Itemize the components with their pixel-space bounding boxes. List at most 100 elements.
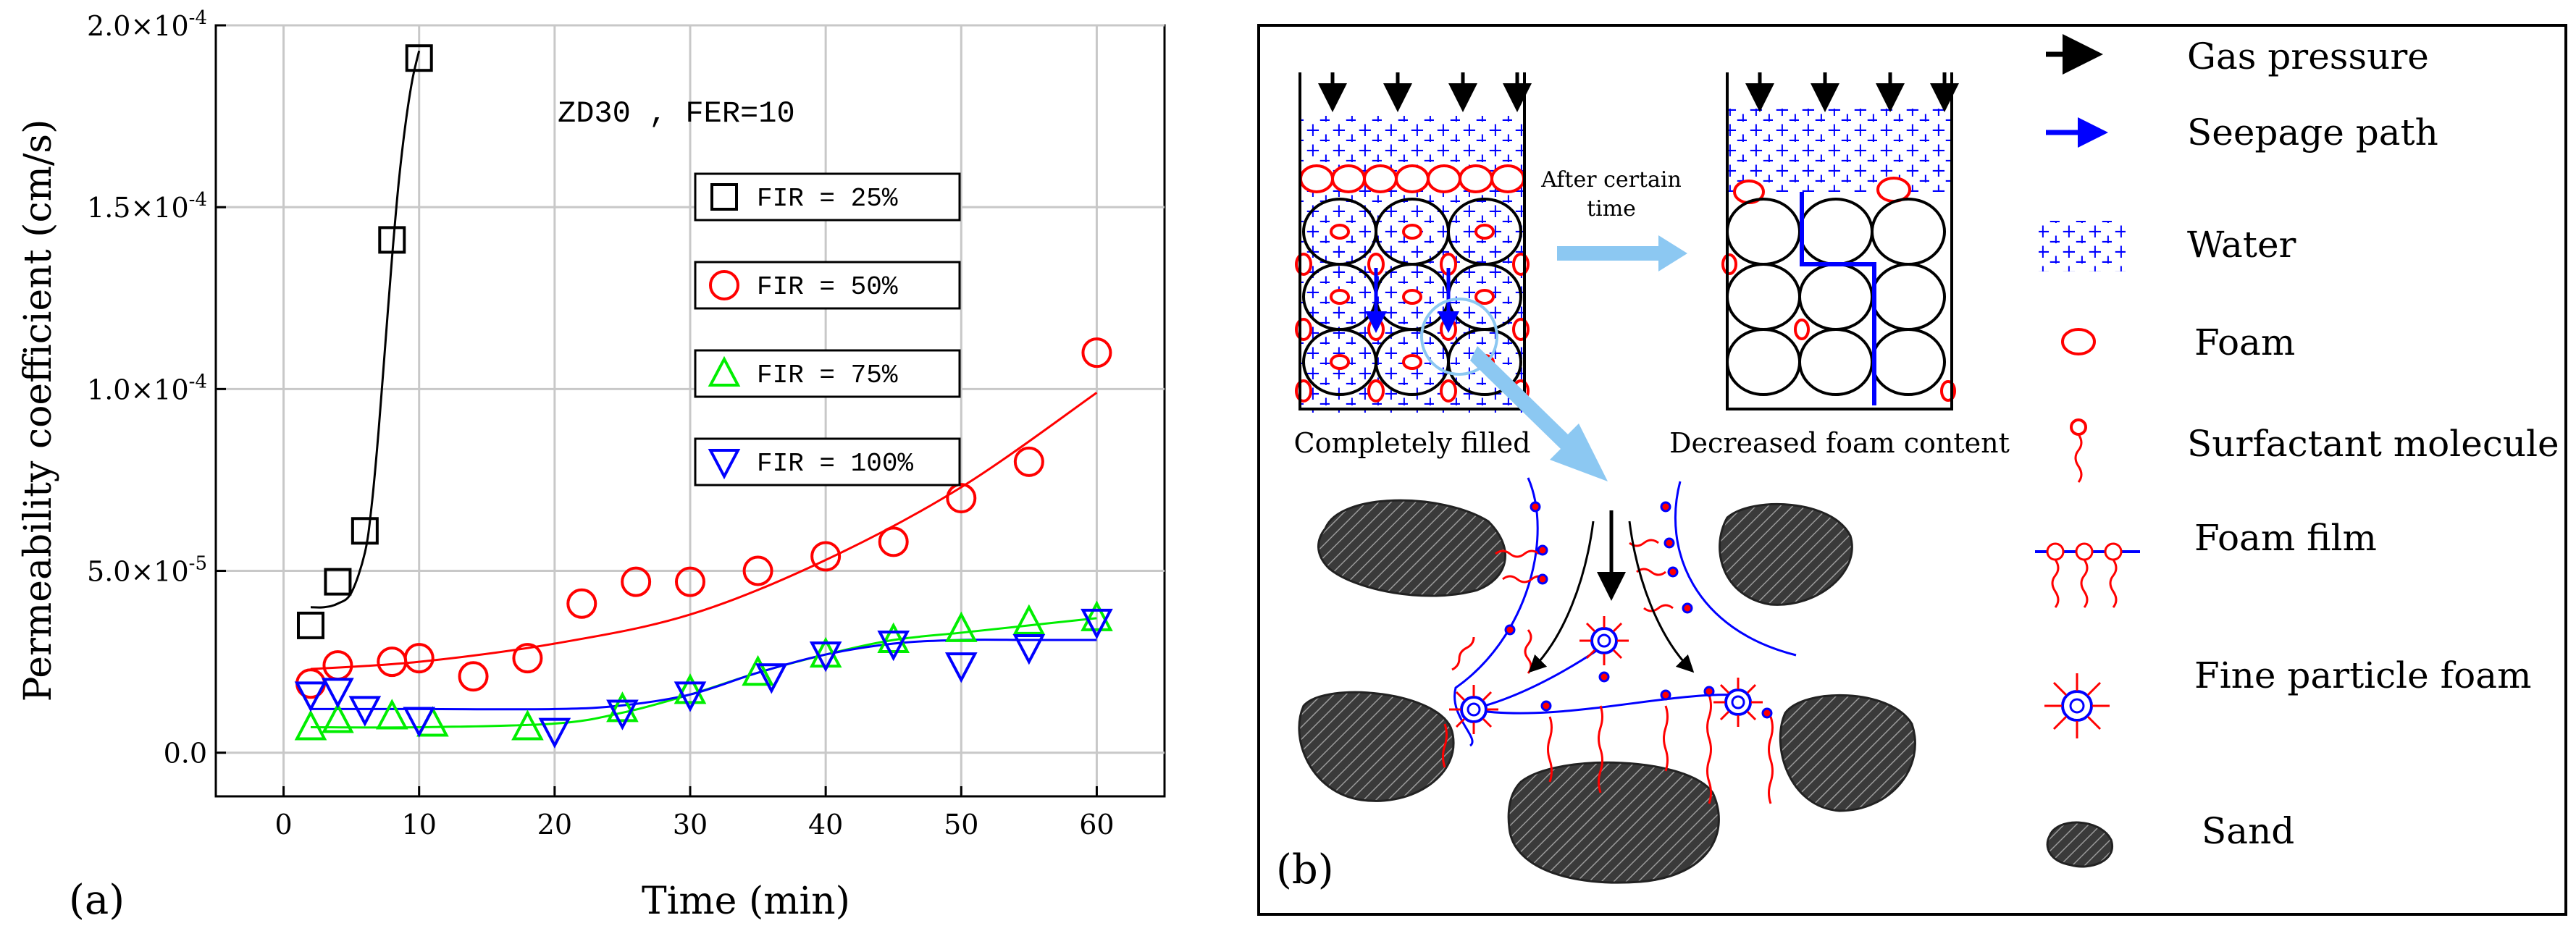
diagram-panel-b: (b) bbox=[1257, 24, 2567, 916]
legend-label-fine-particle-foam: Fine particle foam bbox=[2194, 654, 2531, 696]
data-point bbox=[512, 643, 543, 674]
gridlines bbox=[216, 24, 1165, 796]
fine-particle-foam-icon bbox=[2044, 673, 2110, 738]
data-point bbox=[742, 555, 773, 586]
data-point bbox=[348, 696, 382, 727]
data-point bbox=[675, 566, 705, 597]
data-point bbox=[710, 183, 738, 211]
y-tick-label: 1.0×10-4 bbox=[87, 371, 207, 405]
chart-panel-a: 0 10 20 30 40 50 60 0.0 5.0×10-5 1.0×10-4 1.5×10-4… bbox=[17, 7, 1166, 924]
legend-label-sand: Sand bbox=[2202, 810, 2294, 852]
data-point bbox=[621, 566, 652, 597]
gas-pressure-arrows bbox=[1318, 72, 1532, 112]
water-icon bbox=[2039, 221, 2126, 271]
data-point bbox=[322, 702, 354, 733]
data-point bbox=[1012, 604, 1046, 635]
x-tick-label: 20 bbox=[537, 809, 572, 841]
data-point bbox=[742, 654, 774, 686]
x-tick-label: 10 bbox=[402, 809, 437, 841]
surfactant-molecule-icon bbox=[2070, 418, 2087, 483]
data-point bbox=[294, 709, 327, 741]
data-point bbox=[877, 622, 910, 653]
y-tick-label: 5.0×10-5 bbox=[87, 553, 207, 588]
legend-box bbox=[694, 437, 961, 486]
y-tick-label: 1.5×10-4 bbox=[87, 189, 207, 224]
data-point bbox=[810, 541, 842, 572]
legend-box bbox=[694, 172, 961, 222]
data-point bbox=[606, 691, 639, 723]
x-tick-label: 40 bbox=[808, 809, 843, 841]
legend-box bbox=[694, 349, 961, 398]
y-tick-label: 2.0×10-4 bbox=[87, 7, 207, 42]
data-point bbox=[944, 652, 978, 683]
fine-particle-foams bbox=[1449, 616, 1763, 734]
x-axis-label: Time (min) bbox=[642, 880, 850, 923]
data-point bbox=[877, 631, 910, 662]
data-markers bbox=[294, 44, 1113, 749]
x-tick-label: 60 bbox=[1079, 809, 1114, 841]
data-point bbox=[322, 678, 354, 709]
foam-film-icon bbox=[2035, 542, 2140, 608]
data-point bbox=[375, 699, 408, 730]
sand-grains-right bbox=[1726, 198, 1946, 396]
foam-remaining bbox=[1721, 177, 1956, 402]
legend-label: FIR = 25% bbox=[757, 184, 898, 214]
legend-label-seepage-path: Seepage path bbox=[2187, 111, 2438, 153]
arrow-text-line2: time bbox=[1587, 196, 1636, 222]
caption-decreased-foam: Decreased foam content bbox=[1669, 427, 2010, 459]
diagram-frame bbox=[1257, 24, 2567, 916]
data-point bbox=[944, 611, 978, 642]
diagram-legend: Gas pressure Seepage path Water Foam Sur… bbox=[2035, 34, 2559, 868]
data-point bbox=[378, 226, 406, 254]
seepage-arrows bbox=[1365, 268, 1459, 333]
legend-label-water: Water bbox=[2187, 224, 2296, 266]
zoom-arrow bbox=[1470, 346, 1608, 481]
data-point bbox=[708, 449, 741, 480]
container-completely-filled: Completely filled bbox=[1294, 72, 1532, 459]
legend-label-foam: Foam bbox=[2194, 321, 2295, 363]
data-point bbox=[606, 699, 639, 730]
data-point bbox=[674, 673, 707, 704]
data-point bbox=[755, 663, 788, 694]
data-point bbox=[674, 681, 707, 712]
data-point bbox=[709, 270, 739, 300]
data-point bbox=[1013, 446, 1044, 477]
y-tick-label: 0.0 bbox=[164, 738, 207, 770]
data-point bbox=[511, 709, 544, 741]
panel-label-a: (a) bbox=[69, 877, 125, 924]
data-point bbox=[458, 661, 489, 692]
data-point bbox=[946, 483, 977, 514]
data-point bbox=[297, 611, 324, 639]
axis-ticks: 0 10 20 30 40 50 60 0.0 5.0×10-5 1.0×10-4 1.5×10-4… bbox=[87, 7, 1115, 841]
data-point bbox=[1012, 634, 1046, 665]
data-point bbox=[538, 717, 571, 749]
legend-label: FIR = 50% bbox=[757, 272, 898, 302]
x-tick-label: 0 bbox=[274, 809, 292, 841]
foam-film-heads bbox=[1504, 501, 1773, 719]
x-tick-label: 30 bbox=[673, 809, 708, 841]
data-point bbox=[1081, 337, 1112, 368]
time-arrow: After certain time bbox=[1540, 167, 1687, 271]
x-tick-label: 50 bbox=[944, 809, 978, 841]
data-point bbox=[878, 526, 909, 557]
seepage-path-line bbox=[1800, 192, 1876, 405]
fit-line bbox=[310, 50, 421, 609]
sand-particles bbox=[1298, 499, 1916, 884]
caption-completely-filled: Completely filled bbox=[1294, 427, 1531, 459]
chart-annotation: ZD30 , FER=10 bbox=[558, 96, 795, 131]
legend-label-foam-film: Foam film bbox=[2194, 517, 2377, 559]
sand-icon bbox=[2046, 821, 2114, 868]
arrow-text-line1: After certain bbox=[1540, 167, 1682, 193]
data-point bbox=[294, 681, 327, 712]
data-point bbox=[324, 568, 352, 596]
data-point bbox=[405, 44, 433, 72]
zoom-circle bbox=[1420, 298, 1498, 376]
panel-label-b: (b) bbox=[1276, 846, 1334, 893]
legend-label-surfactant: Surfactant molecule bbox=[2187, 423, 2559, 465]
chart-legend: FIR = 25% FIR = 50% FIR = 75% FIR = 100% bbox=[694, 172, 961, 486]
gas-flow-arrows bbox=[1528, 510, 1695, 673]
data-point bbox=[809, 641, 842, 673]
y-axis-label: Permeability coefficient (cm/s) bbox=[17, 119, 60, 702]
data-point bbox=[351, 517, 379, 545]
